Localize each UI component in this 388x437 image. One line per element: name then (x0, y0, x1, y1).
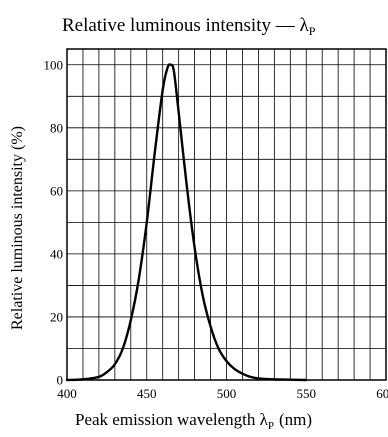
chart-tick-labels: 400 450 500 550 600 0 20 40 60 80 100 (44, 57, 388, 401)
y-tick-label: 80 (50, 120, 63, 135)
x-tick-label: 450 (137, 386, 157, 401)
x-axis-label: Peak emission wavelength λP (nm) (75, 410, 312, 432)
chart-grid (67, 49, 386, 380)
y-tick-label: 20 (50, 309, 63, 324)
y-tick-label: 100 (44, 57, 64, 72)
x-tick-label: 600 (376, 386, 388, 401)
chart-title: Relative luminous intensity — λP (62, 15, 316, 38)
y-axis-label: Relative luminous intensity (%) (9, 126, 26, 330)
y-tick-label: 60 (50, 183, 63, 198)
x-tick-label: 500 (217, 386, 237, 401)
y-tick-label: 0 (57, 373, 64, 388)
y-tick-label: 40 (50, 246, 63, 261)
series-line (65, 63, 308, 382)
x-tick-label: 400 (57, 386, 77, 401)
x-tick-label: 550 (297, 386, 317, 401)
plot-frame (66, 48, 387, 381)
